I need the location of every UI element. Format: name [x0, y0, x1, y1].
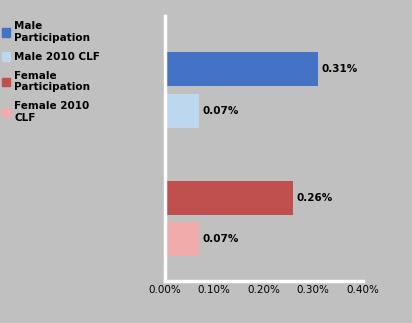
Legend: Male
Participation, Male 2010 CLF, Female
Participation, Female 2010
CLF: Male Participation, Male 2010 CLF, Femal…	[2, 21, 100, 123]
Bar	[165, 52, 318, 86]
Bar	[165, 181, 293, 215]
Bar	[165, 222, 199, 256]
Text: 0.07%: 0.07%	[202, 234, 239, 245]
Text: 0.26%: 0.26%	[296, 193, 332, 203]
Bar	[165, 94, 199, 128]
Text: 0.31%: 0.31%	[321, 64, 357, 74]
Text: 0.07%: 0.07%	[202, 106, 239, 116]
